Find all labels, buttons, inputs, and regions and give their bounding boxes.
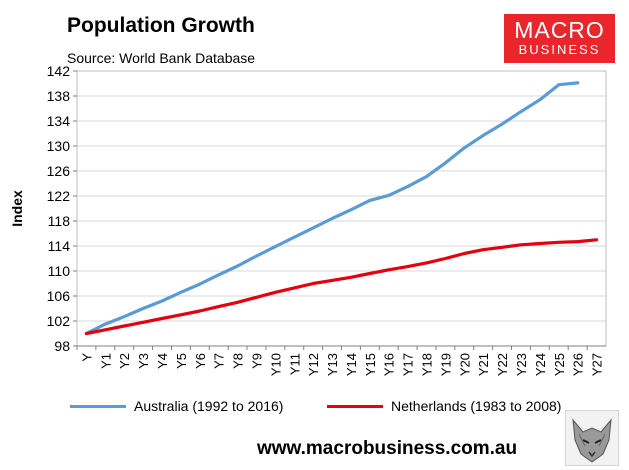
legend-netherlands-label: Netherlands (1983 to 2008): [391, 398, 562, 414]
y-tick-label: 138: [47, 88, 71, 104]
y-tick-label: 98: [54, 338, 70, 354]
x-tick-label: Y19: [438, 353, 453, 376]
x-tick-label: Y23: [514, 353, 529, 376]
x-tick-label: Y20: [457, 353, 472, 376]
legend-netherlands-swatch: [327, 404, 383, 408]
x-tick-label: Y22: [495, 353, 510, 376]
y-tick-label: 110: [48, 263, 71, 279]
y-tick-label: 122: [47, 188, 71, 204]
x-tick-label: Y9: [249, 353, 264, 369]
website-url[interactable]: www.macrobusiness.com.au: [257, 438, 518, 459]
chart-subtitle: Source: World Bank Database: [67, 50, 256, 66]
y-tick-label: 134: [47, 113, 71, 129]
x-tick-label: Y12: [306, 353, 321, 376]
x-tick-label: Y1: [98, 353, 113, 369]
macrobusiness-logo[interactable]: MACRO BUSINESS: [504, 14, 615, 63]
x-tick-label: Y3: [136, 353, 151, 369]
axes: [73, 70, 607, 350]
x-tick-label: Y6: [193, 353, 208, 369]
x-tick-label: Y14: [344, 353, 359, 376]
x-tick-label: Y24: [533, 353, 548, 376]
x-tick-label: Y27: [590, 353, 605, 376]
y-axis-label: Index: [9, 190, 25, 227]
x-tick-label: Y7: [212, 353, 227, 369]
series-lines: [84, 81, 599, 336]
x-tick-label: Y11: [287, 353, 302, 375]
x-tick-label: Y16: [382, 353, 397, 376]
legend-australia-label: Australia (1992 to 2016): [134, 398, 284, 414]
y-tick-label: 142: [47, 63, 71, 79]
x-tick-label: Y5: [174, 353, 189, 369]
y-tick-label: 102: [47, 313, 71, 329]
y-tick-label: 118: [48, 213, 71, 229]
legend-netherlands: Netherlands (1983 to 2008): [327, 398, 561, 414]
logo-line2: BUSINESS: [518, 42, 601, 57]
series-line-netherlands: [84, 238, 599, 336]
legend-australia-swatch: [70, 404, 126, 408]
x-tick-label: Y15: [363, 353, 378, 376]
y-tick-label: 114: [48, 238, 71, 254]
y-tick-label: 130: [47, 138, 71, 154]
y-tick-label: 126: [47, 163, 71, 179]
x-tick-label: Y2: [117, 353, 132, 369]
y-tick-label: 106: [47, 288, 71, 304]
chart-title: Population Growth: [67, 14, 255, 37]
x-tick-label: Y26: [571, 353, 586, 376]
legend-australia: Australia (1992 to 2016): [70, 398, 283, 414]
x-tick-label: Y25: [552, 353, 567, 376]
x-tick-label: Y21: [476, 353, 491, 376]
x-tick-label: Y: [79, 353, 94, 362]
logo-line1: MACRO: [514, 17, 605, 43]
x-tick-label: Y13: [325, 353, 340, 376]
wolf-icon: [565, 410, 619, 466]
x-tick-label: Y10: [268, 353, 283, 376]
x-tick-label: Y4: [155, 353, 170, 369]
x-tick-label: Y17: [401, 353, 416, 376]
series-line-australia: [84, 81, 580, 336]
x-tick-label: Y8: [231, 353, 246, 369]
x-tick-label: Y18: [420, 353, 435, 376]
